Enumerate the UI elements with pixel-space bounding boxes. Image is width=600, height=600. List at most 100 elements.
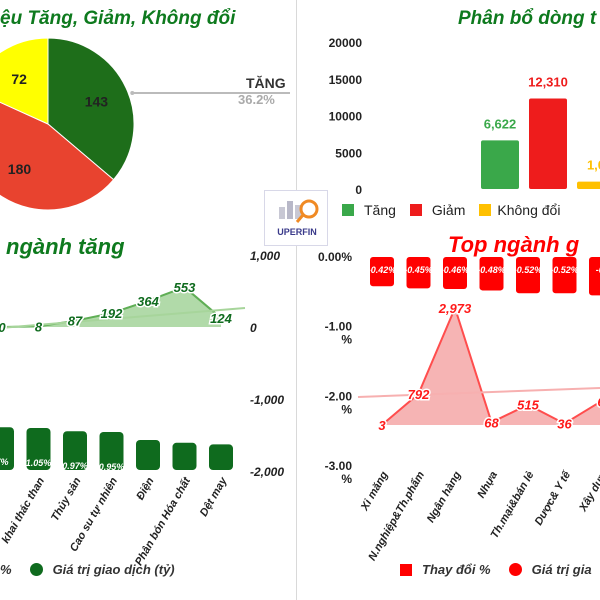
- change-bar-0: [370, 257, 394, 287]
- pie-value-label: 143: [85, 94, 109, 110]
- change-label: 0.75%: [135, 470, 161, 480]
- legend-value-label: Giá trị gia: [531, 562, 592, 577]
- category-label: Xi măng: [358, 469, 390, 513]
- top-losers-panel: Top ngành g 0.00% -1.00% -2.00% -3.00% -0.42…: [300, 230, 600, 600]
- change-label: 0.64%: [208, 474, 234, 484]
- money-flow-title: Phân bổ dòng t: [458, 8, 597, 29]
- trade-value-label: 515: [517, 398, 539, 413]
- legend-swatch-flat: [479, 204, 492, 216]
- y-tick-label: 20000: [329, 36, 363, 50]
- category-label: Dược& Y tế: [533, 468, 574, 528]
- change-label: -0.48%: [477, 265, 506, 275]
- trade-value-label: 68: [484, 415, 499, 430]
- left-axis-label: -1.00: [325, 320, 353, 334]
- logo-bar: [279, 207, 285, 219]
- top-gainers-panel: ngành tăng 1,000 0 -1,000 -2,000 0 8 87 192 364 5…: [0, 230, 296, 600]
- gainers-chart: 1,000 0 -1,000 -2,000 0 8 87 192 364 553 124 7% 1.05…: [0, 249, 284, 568]
- y-tick-label: 0: [355, 183, 362, 197]
- pie-value-label: 72: [11, 71, 27, 87]
- bar-1: [529, 98, 567, 189]
- pie-slice-1: [0, 101, 115, 211]
- change-label: 0.68%: [172, 473, 198, 483]
- change-label: 0.95%: [99, 462, 125, 472]
- legend-change-label: Thay đổi %: [422, 562, 491, 577]
- change-label: 7%: [0, 457, 9, 467]
- money-flow-chart: 0 5000 10000 15000 20000 6,622 12,310 1,0: [329, 36, 600, 197]
- change-bar-5: [172, 442, 197, 470]
- left-axis-label: -3.00: [325, 459, 353, 473]
- right-axis-label: -2,000: [250, 465, 284, 479]
- change-bar-2: [63, 431, 87, 470]
- losers-chart: 0.00%-1.00%-2.00%-3.00%-0.42% -0.45% -0.46…: [318, 250, 600, 563]
- vertical-divider: [296, 0, 297, 600]
- left-axis-label: 0.00%: [318, 250, 352, 264]
- magnifier-icon: [299, 199, 319, 219]
- change-label: -0.52%: [550, 265, 579, 275]
- trend-line: [0, 307, 246, 329]
- pie-slice-2: [0, 37, 49, 125]
- y-tick-label: 10000: [329, 110, 363, 124]
- legend-label-up: Tăng: [364, 202, 396, 218]
- bar-2: [577, 181, 600, 189]
- pie-chart: 143 180 72: [0, 37, 290, 211]
- trade-value-label: 87: [68, 314, 83, 329]
- trade-value-label: 792: [408, 387, 430, 402]
- bar-0: [481, 140, 519, 189]
- legend-label-down: Giảm: [431, 202, 466, 218]
- legend-swatch-down: [409, 204, 422, 216]
- logo-graphic: UPERFIN: [277, 199, 319, 237]
- change-label: 0.97%: [62, 461, 88, 471]
- right-axis-label: 0: [250, 321, 257, 335]
- callout-label: TĂNG: [246, 75, 286, 91]
- y-tick-label: 15000: [329, 73, 363, 87]
- change-label: -0.45%: [404, 265, 433, 275]
- legend-percent-label: %: [0, 562, 12, 577]
- trade-value-label: 124: [210, 311, 232, 326]
- y-tick-label: 5000: [335, 146, 362, 160]
- category-label: Xây dựn: [577, 469, 600, 514]
- pie-value-label: 180: [8, 161, 32, 177]
- category-label: Thủy sản: [49, 475, 84, 523]
- callout-dot: [130, 91, 135, 95]
- category-label: Nhựa: [475, 470, 500, 501]
- logo-text: UPERFIN: [277, 227, 317, 237]
- change-bar-6: [209, 444, 233, 470]
- trade-value-area: [2, 287, 221, 327]
- change-bar-5: [552, 257, 577, 294]
- change-bar-0: [0, 427, 14, 470]
- logo: UPERFIN: [264, 190, 328, 246]
- losers-title: Top ngành g: [448, 232, 580, 257]
- bar-value-label: 6,622: [484, 116, 517, 131]
- category-label: khai thác than: [0, 475, 47, 545]
- magnifier-handle: [295, 214, 305, 223]
- change-label: -0.: [596, 265, 600, 275]
- trade-value-label: 0: [0, 320, 6, 335]
- left-axis-label: %: [341, 472, 352, 486]
- losers-legend: Thay đổi % Giá trị gia: [400, 562, 592, 577]
- left-axis-label: %: [341, 402, 352, 416]
- legend-dot-icon: [508, 563, 522, 576]
- gainers-legend: % Giá trị giao dịch (tỷ): [0, 562, 175, 577]
- left-axis-label: -2.00: [325, 389, 353, 403]
- legend-dot-icon: [29, 563, 43, 576]
- pie-slice-0: [47, 37, 135, 181]
- change-label: -0.42%: [368, 265, 397, 275]
- bar-value-label: 12,310: [528, 75, 568, 90]
- gainers-title: ngành tăng: [6, 234, 125, 259]
- trade-value-label: 3: [378, 418, 386, 433]
- callout-value: 36.2%: [238, 92, 275, 107]
- trade-value-label: 192: [101, 306, 123, 321]
- legend-label-flat: Không đổi: [497, 202, 561, 218]
- change-bar-1: [26, 428, 51, 470]
- change-label: 1.05%: [26, 458, 52, 468]
- change-bar-6: [589, 257, 600, 296]
- money-flow-panel: Phân bổ dòng t 0 5000 10000 15000 20000 6,622…: [300, 0, 600, 230]
- right-axis-label: 1,000: [250, 249, 280, 263]
- legend-square-icon: [400, 563, 412, 576]
- change-label: -0.52%: [514, 265, 543, 275]
- bar-value-label: 1,0: [587, 158, 600, 173]
- trade-value-label: 6: [597, 394, 600, 409]
- trade-value-label: 36: [557, 417, 572, 432]
- change-bar-3: [99, 432, 124, 470]
- pie-panel: ệu Tăng, Giảm, Không đổi 143 180 72 TĂNG 3…: [0, 0, 296, 230]
